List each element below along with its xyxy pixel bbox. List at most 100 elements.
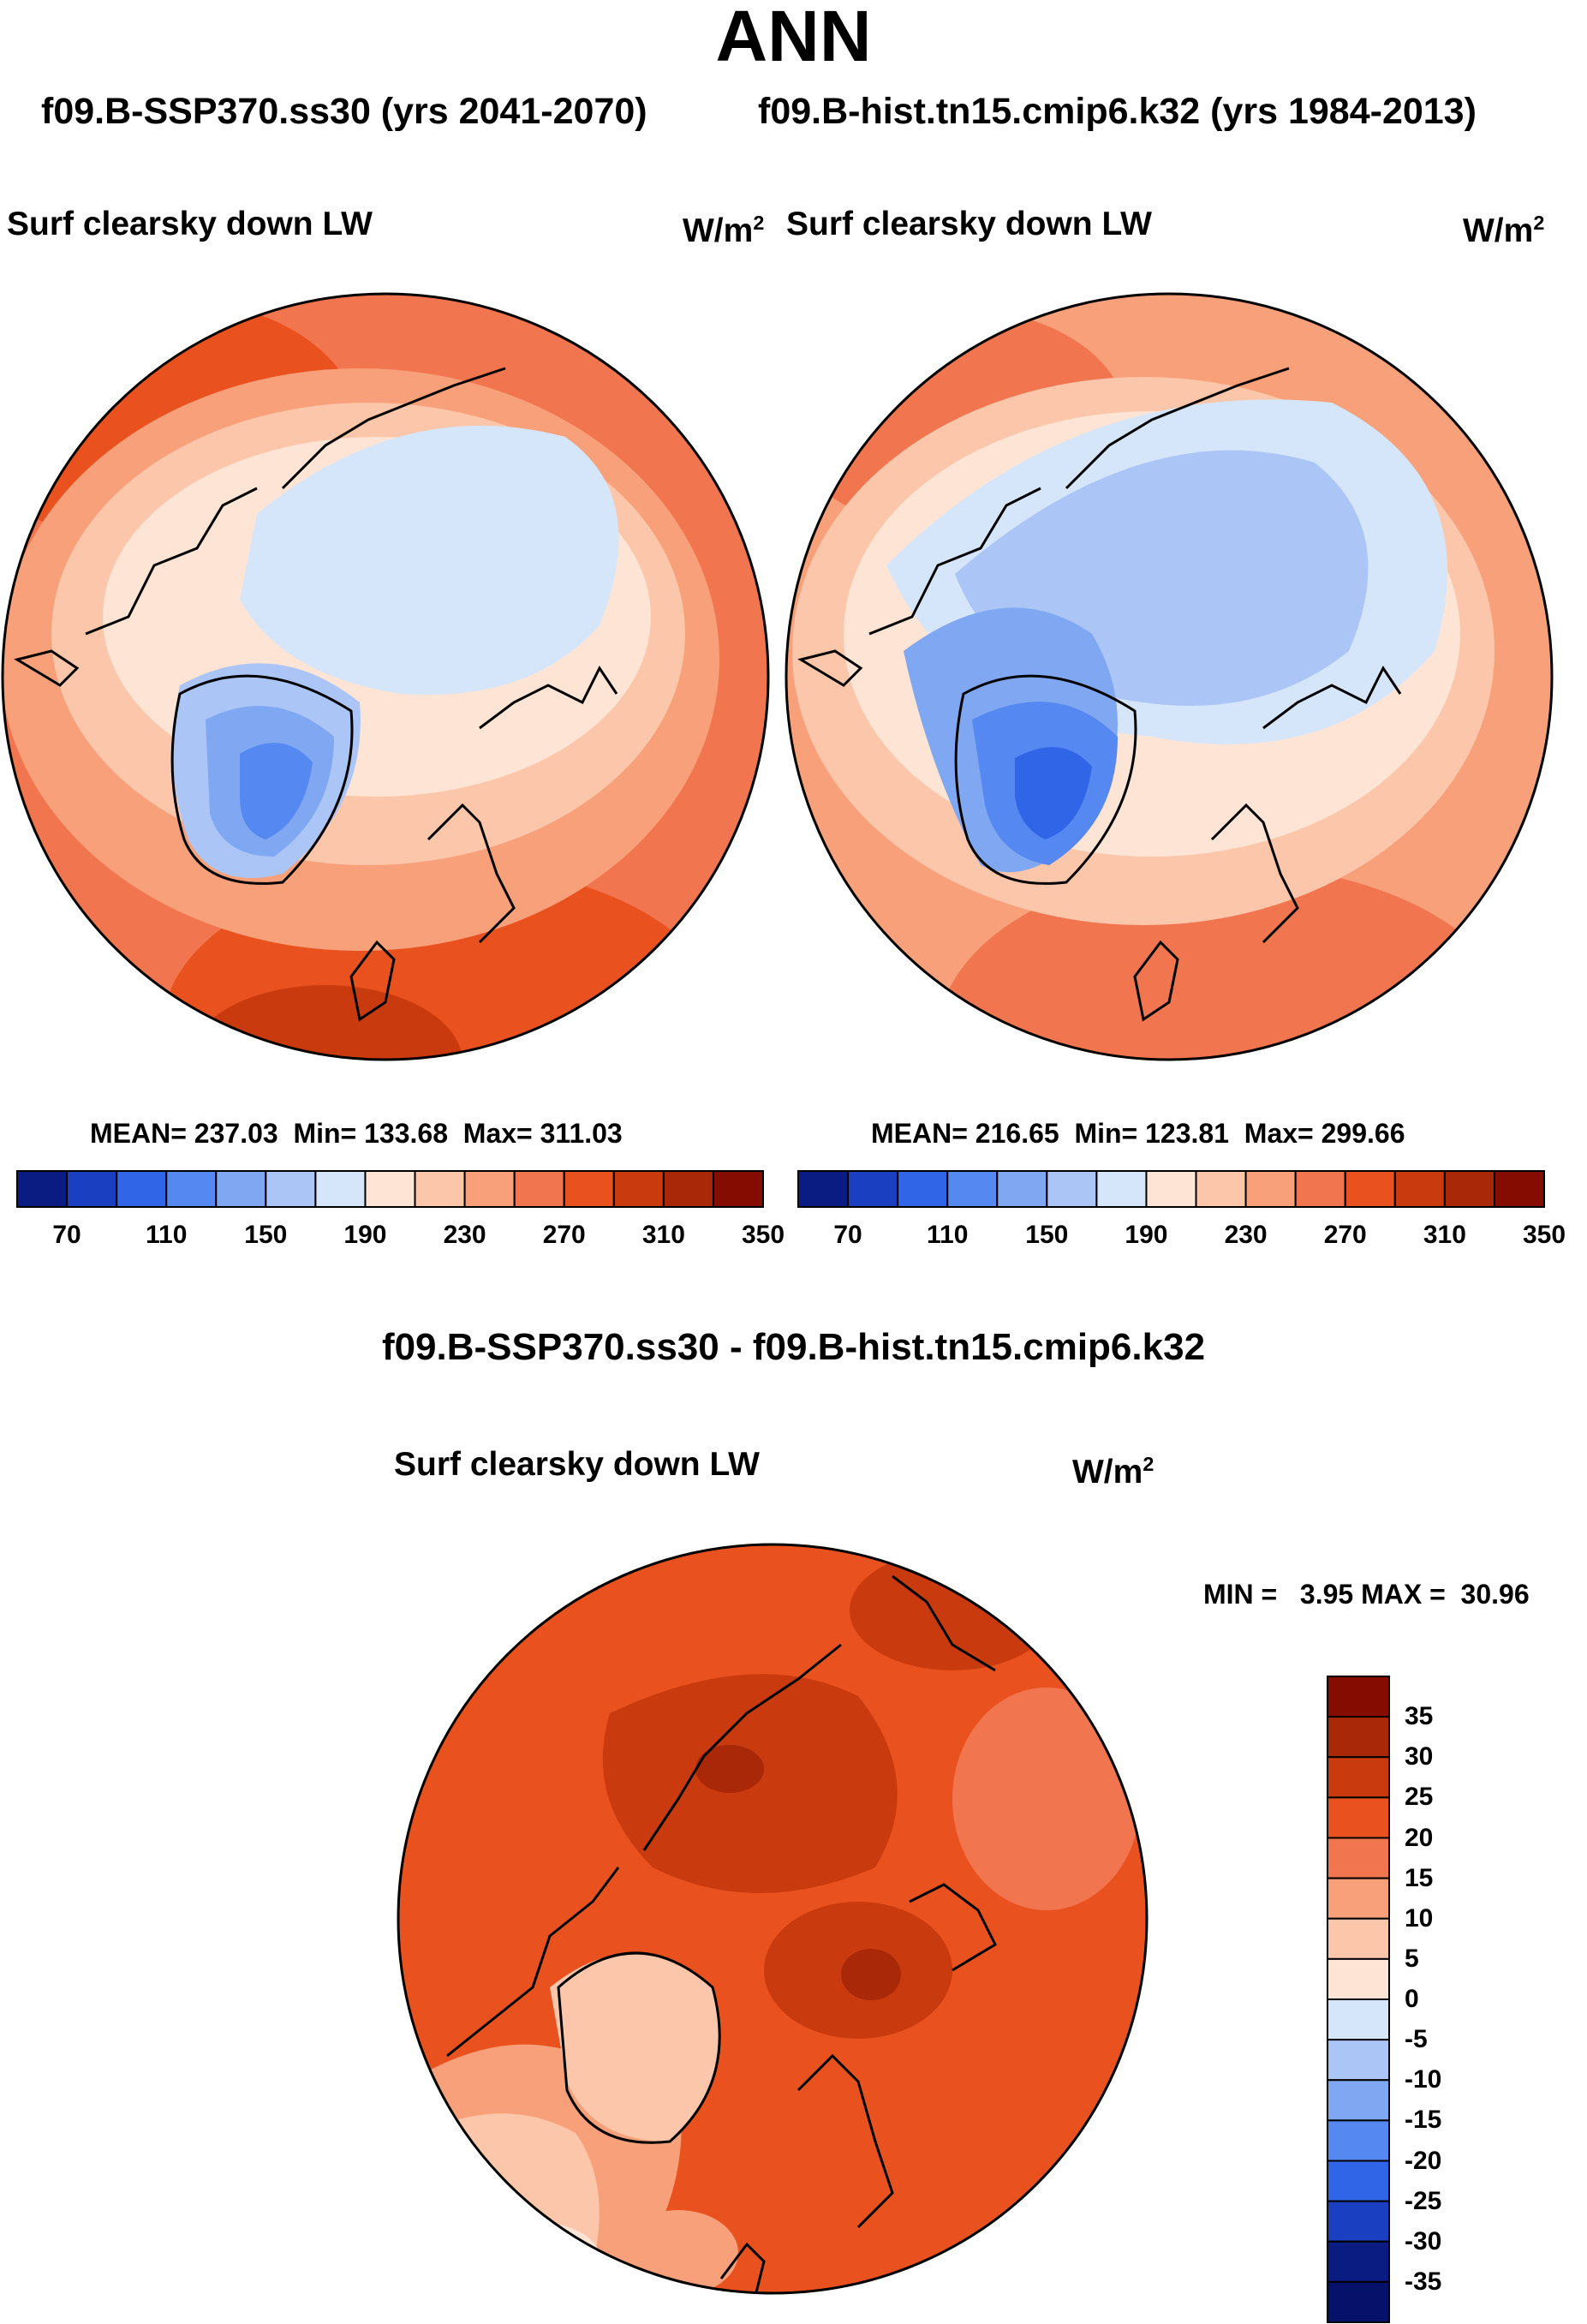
colorbar-swatch (1344, 1170, 1396, 1208)
colorbar-swatch (414, 1170, 466, 1208)
colorbar-swatch (612, 1170, 665, 1208)
panel3-variable-label: Surf clearsky down LW (394, 1446, 760, 1483)
colorbar-tick-label: -15 (1405, 2106, 1442, 2135)
colorbar-swatch (1327, 1676, 1390, 1718)
contour-band-0-5 (481, 2223, 601, 2293)
colorbar-tick-label: 150 (1025, 1221, 1069, 1249)
colorbar-swatch (1327, 2240, 1390, 2283)
colorbar-swatch (215, 1170, 267, 1208)
colorbar-future (16, 1170, 765, 1208)
panel1-min: Min= 133.68 (293, 1118, 448, 1149)
colorbar-swatch (116, 1170, 168, 1208)
colorbar-tick-label: 310 (641, 1221, 685, 1249)
colorbar-tick-label: 190 (1125, 1221, 1168, 1249)
panel3-units: W/m2 (1072, 1453, 1154, 1491)
colorbar-tick-label: 310 (1423, 1221, 1466, 1249)
colorbar-swatch (1327, 1998, 1390, 2041)
colorbar-swatch (1327, 1917, 1390, 1960)
colorbar-swatch (1327, 1716, 1390, 1759)
colorbar-tick-label: 5 (1405, 1944, 1419, 1973)
colorbar-swatch (1327, 1837, 1390, 1879)
colorbar-swatch (1327, 1957, 1390, 2000)
map-border (1, 292, 770, 1061)
contour-band-10-15 (618, 2210, 738, 2293)
coastlines (446, 1574, 997, 2293)
difference-title: f09.B-SSP370.ss30 - f09.B-hist.tn15.cmip… (381, 1326, 1206, 1368)
panel1-max: Max= 311.03 (462, 1118, 623, 1149)
panel1-units: W/m2 (683, 212, 765, 249)
colorbar-tick-label: 350 (1522, 1221, 1566, 1249)
panel2-stats: MEAN= 216.65 Min= 123.81 Max= 299.66 (871, 1118, 1405, 1150)
subtitle-right: f09.B-hist.tn15.cmip6.k32 (yrs 1984-2013… (758, 91, 1477, 132)
colorbar-tick-label: 35 (1405, 1702, 1434, 1731)
colorbar-swatch (1145, 1170, 1197, 1208)
colorbar-swatch (1095, 1170, 1148, 1208)
contour-band-270-290 (938, 865, 1520, 1060)
colorbar-swatch (1327, 2039, 1390, 2082)
colorbar-swatch (712, 1170, 765, 1208)
colorbar-tick-label: 270 (542, 1221, 586, 1249)
panel2-variable-label: Surf clearsky down LW (786, 206, 1152, 242)
colorbar-swatch (513, 1170, 565, 1208)
colorbar-tick-label: 230 (1224, 1221, 1268, 1249)
colorbar-swatch (165, 1170, 218, 1208)
colorbar-tick-label: 10 (1405, 1903, 1434, 1933)
colorbar-tick-label: 25 (1405, 1783, 1434, 1812)
map-panel-historical (785, 292, 1554, 1061)
colorbar-swatch (1327, 2160, 1390, 2202)
colorbar-tick-label: -25 (1405, 2186, 1442, 2215)
colorbar-tick-label: 150 (244, 1221, 288, 1249)
colorbar-swatch (797, 1170, 850, 1208)
colorbar-swatch (996, 1170, 1048, 1208)
panel2-units: W/m2 (1463, 212, 1545, 249)
colorbar-tick-label: 0 (1405, 1985, 1419, 2013)
panel2-min: Min= 123.81 (1074, 1118, 1229, 1149)
panel2-mean: MEAN= 216.65 (871, 1118, 1059, 1149)
panel3-minmax: MIN = 3.95 MAX = 30.96 (1203, 1579, 1530, 1610)
contour-band-25-30 (850, 1550, 1055, 1670)
page-title: ANN (715, 0, 872, 76)
contour-band-5-10 (550, 1953, 720, 2142)
map-panel-future (1, 292, 770, 1061)
contour-band-190-210 (240, 425, 619, 695)
colorbar-swatch (1244, 1170, 1297, 1208)
colorbar-swatch (1393, 1170, 1446, 1208)
colorbar-tick-label: 270 (1323, 1221, 1367, 1249)
map-panel-difference (397, 1543, 1148, 2295)
contour-band-130-150 (240, 743, 313, 839)
contour-band-110-130 (1015, 747, 1092, 839)
colorbar-swatch (1327, 2079, 1390, 2122)
colorbar-tick-label: -10 (1405, 2065, 1442, 2094)
colorbar-swatch (265, 1170, 317, 1208)
panel1-mean: MEAN= 237.03 (90, 1118, 278, 1149)
colorbar-swatch (847, 1170, 899, 1208)
colorbar-tick-label: 350 (741, 1221, 785, 1249)
colorbar-swatch (1327, 2200, 1390, 2243)
colorbar-swatch (1294, 1170, 1346, 1208)
colorbar-swatch (1443, 1170, 1495, 1208)
colorbar-swatch (66, 1170, 118, 1208)
colorbar-swatch (1327, 1877, 1390, 1920)
contour-band-30-35 (695, 1745, 764, 1793)
colorbar-tick-label: 110 (926, 1221, 969, 1249)
colorbar-swatch (1493, 1170, 1546, 1208)
colorbar-historical (797, 1170, 1546, 1208)
colorbar-tick-label: -35 (1405, 2267, 1442, 2296)
colorbar-tick-label: 30 (1405, 1742, 1434, 1771)
colorbar-swatch (897, 1170, 949, 1208)
colorbar-tick-label: 70 (833, 1221, 862, 1249)
colorbar-swatch (563, 1170, 615, 1208)
colorbar-tick-label: -20 (1405, 2146, 1442, 2175)
colorbar-swatch (364, 1170, 416, 1208)
contour-band-310-330 (188, 985, 462, 1060)
colorbar-tick-label: -30 (1405, 2226, 1442, 2255)
colorbar-swatch (1046, 1170, 1098, 1208)
colorbar-swatch (946, 1170, 999, 1208)
colorbar-swatch (1327, 2119, 1390, 2162)
map-border (397, 1543, 1148, 2295)
colorbar-swatch (1327, 1796, 1390, 1839)
panel1-variable-label: Surf clearsky down LW (7, 206, 373, 242)
colorbar-tick-label: 70 (52, 1221, 81, 1249)
contour-band-30-35 (841, 1949, 901, 2000)
colorbar-tick-label: 15 (1405, 1863, 1434, 1892)
